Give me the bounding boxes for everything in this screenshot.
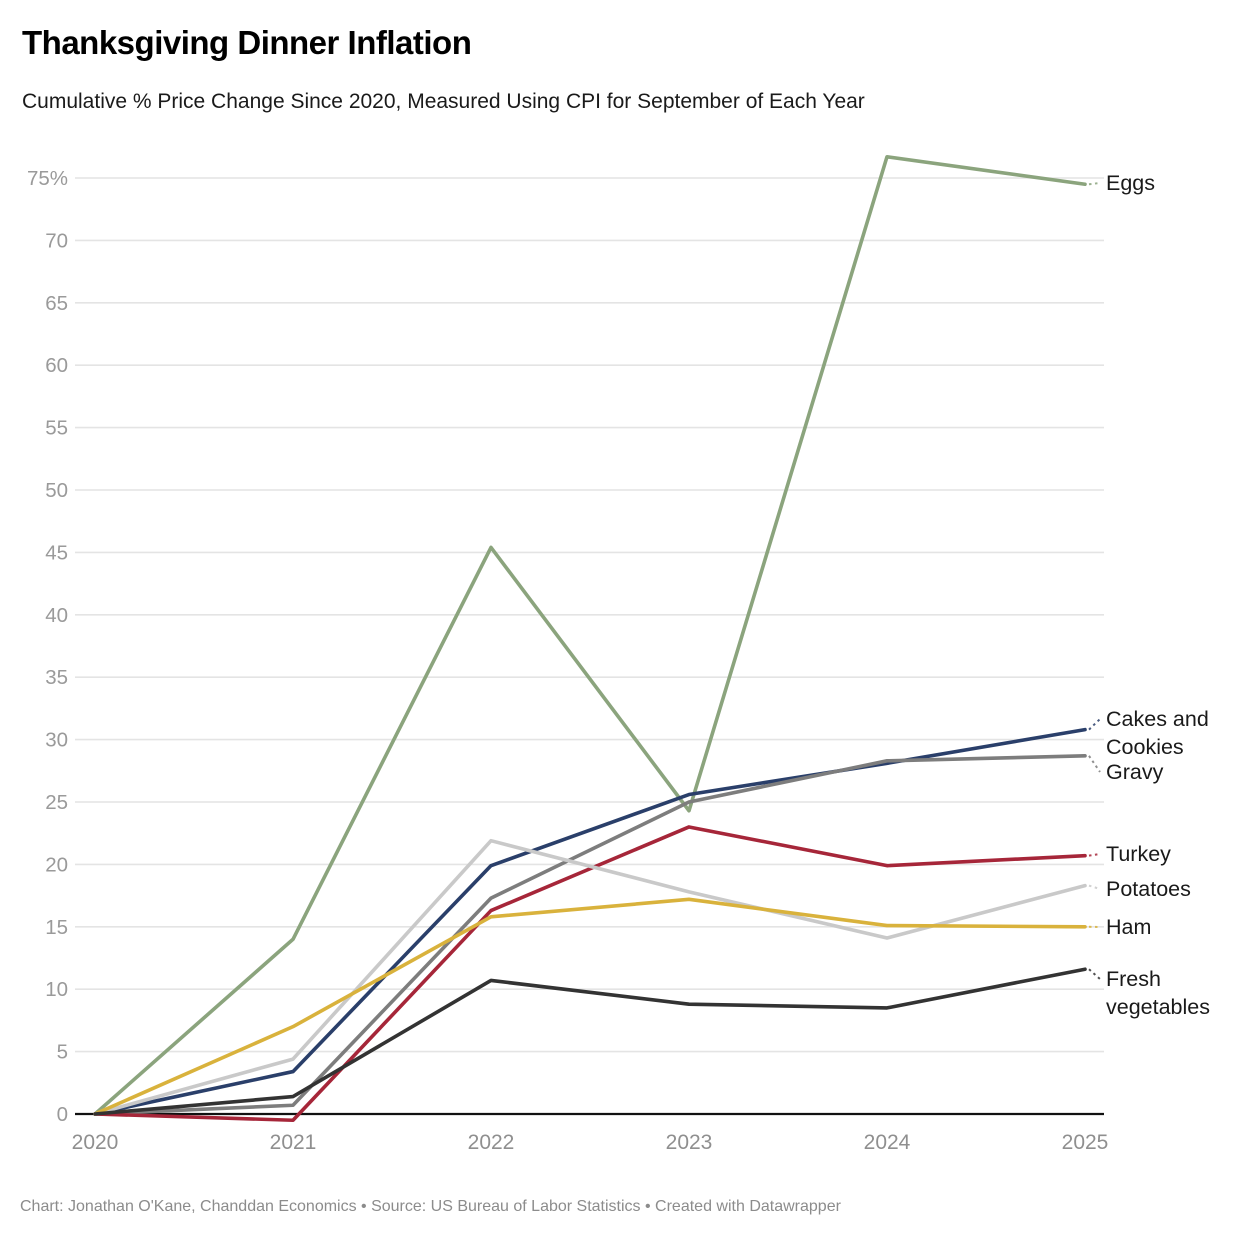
y-tick-label: 70: [45, 229, 68, 252]
label-leader-fresh-vegetables: [1088, 968, 1101, 980]
y-tick-label: 40: [45, 604, 68, 627]
series-label-potatoes: Potatoes: [1106, 877, 1191, 901]
x-tick-label: 2025: [1062, 1131, 1109, 1154]
y-tick-label: 20: [45, 853, 68, 876]
series-line-ham: [93, 897, 1087, 1116]
x-tick-label: 2022: [468, 1131, 515, 1154]
series-label-gravy: Gravy: [1106, 760, 1164, 784]
y-tick-label: 30: [45, 729, 68, 752]
label-leader-turkey: [1088, 853, 1101, 857]
x-tick-label: 2024: [864, 1131, 911, 1154]
y-tick-label: 50: [45, 479, 68, 502]
y-tick-label: 15: [45, 916, 68, 939]
label-leader-cakes-and-cookies: [1088, 718, 1101, 731]
x-tick-label: 2021: [270, 1131, 317, 1154]
y-tick-label: 10: [45, 978, 68, 1001]
x-tick-label: 2023: [666, 1131, 713, 1154]
series-line-turkey: [93, 825, 1087, 1123]
label-leader-eggs: [1088, 182, 1101, 186]
series-line-cakes-and-cookies: [93, 727, 1087, 1116]
series-label-turkey: Turkey: [1106, 842, 1171, 866]
series-label-ham: Ham: [1106, 915, 1151, 939]
y-tick-label: 35: [45, 666, 68, 689]
y-tick-label: 75%: [27, 167, 68, 190]
y-tick-label: 65: [45, 292, 68, 315]
chart-subtitle: Cumulative % Price Change Since 2020, Me…: [22, 90, 865, 113]
series-line-gravy: [93, 754, 1087, 1116]
y-tick-label: 55: [45, 417, 68, 440]
series-line-fresh-vegetables: [93, 967, 1087, 1116]
series-line-potatoes: [93, 838, 1087, 1116]
chart-footer-attribution: Chart: Jonathan O'Kane, Chanddan Economi…: [20, 1198, 841, 1215]
y-tick-label: 25: [45, 791, 68, 814]
y-tick-label: 45: [45, 541, 68, 564]
label-leader-potatoes: [1088, 884, 1101, 890]
y-tick-label: 5: [57, 1041, 68, 1064]
y-tick-label: 0: [57, 1103, 68, 1126]
series-label-eggs: Eggs: [1106, 171, 1155, 195]
page-title: Thanksgiving Dinner Inflation: [22, 24, 472, 61]
series-label-cakes-and-cookies: Cakes and Cookies: [1106, 707, 1209, 759]
y-tick-label: 60: [45, 354, 68, 377]
x-tick-label: 2020: [72, 1131, 119, 1154]
label-leader-gravy: [1088, 755, 1101, 773]
series-line-eggs: [93, 154, 1087, 1116]
series-label-fresh-vegetables: Fresh vegetables: [1106, 967, 1210, 1019]
